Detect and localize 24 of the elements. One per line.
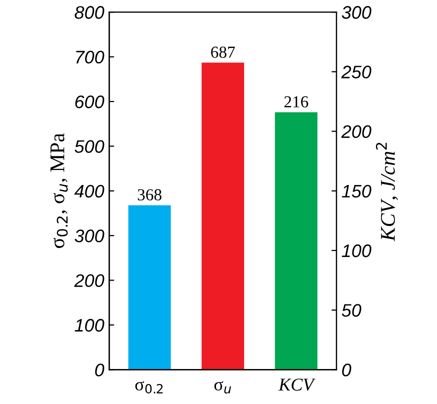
y2-tick-label: 200 [341, 125, 372, 138]
y2-tick-label: 100 [342, 244, 372, 258]
y-tick-label: 200 [74, 274, 104, 287]
data-label: 216 [284, 96, 308, 108]
x-tick-label: σ$_{0.2}$ [135, 381, 163, 394]
x-tick-label: KCV [278, 378, 316, 391]
y-tick-label: 700 [76, 50, 104, 64]
y-tick-label: 300 [74, 230, 104, 242]
y-tick-label: 0 [95, 364, 104, 376]
y-tick-label: 600 [75, 95, 104, 108]
data-label: 687 [211, 46, 235, 58]
y-tick-label: 100 [74, 318, 104, 332]
y2-tick-label: 50 [342, 304, 362, 317]
x-tick-label: σ$_{u}$ [214, 381, 232, 394]
y2-tick-label: 300 [342, 6, 372, 19]
y-tick-label: 800 [74, 6, 104, 19]
y2-tick-label: 250 [341, 66, 372, 78]
y-tick-label: 400 [74, 184, 104, 198]
y2-tick-label: 150 [342, 184, 372, 198]
y2-tick-label: 0 [342, 364, 352, 376]
y-tick-label: 500 [74, 140, 104, 153]
data-label: 368 [138, 189, 162, 200]
y-axis-title: σ$_{0.2}$, σ$_{u}$, MPa [50, 133, 68, 248]
y2-axis-title: KCV, J/cm$^{2}$ [376, 142, 398, 242]
